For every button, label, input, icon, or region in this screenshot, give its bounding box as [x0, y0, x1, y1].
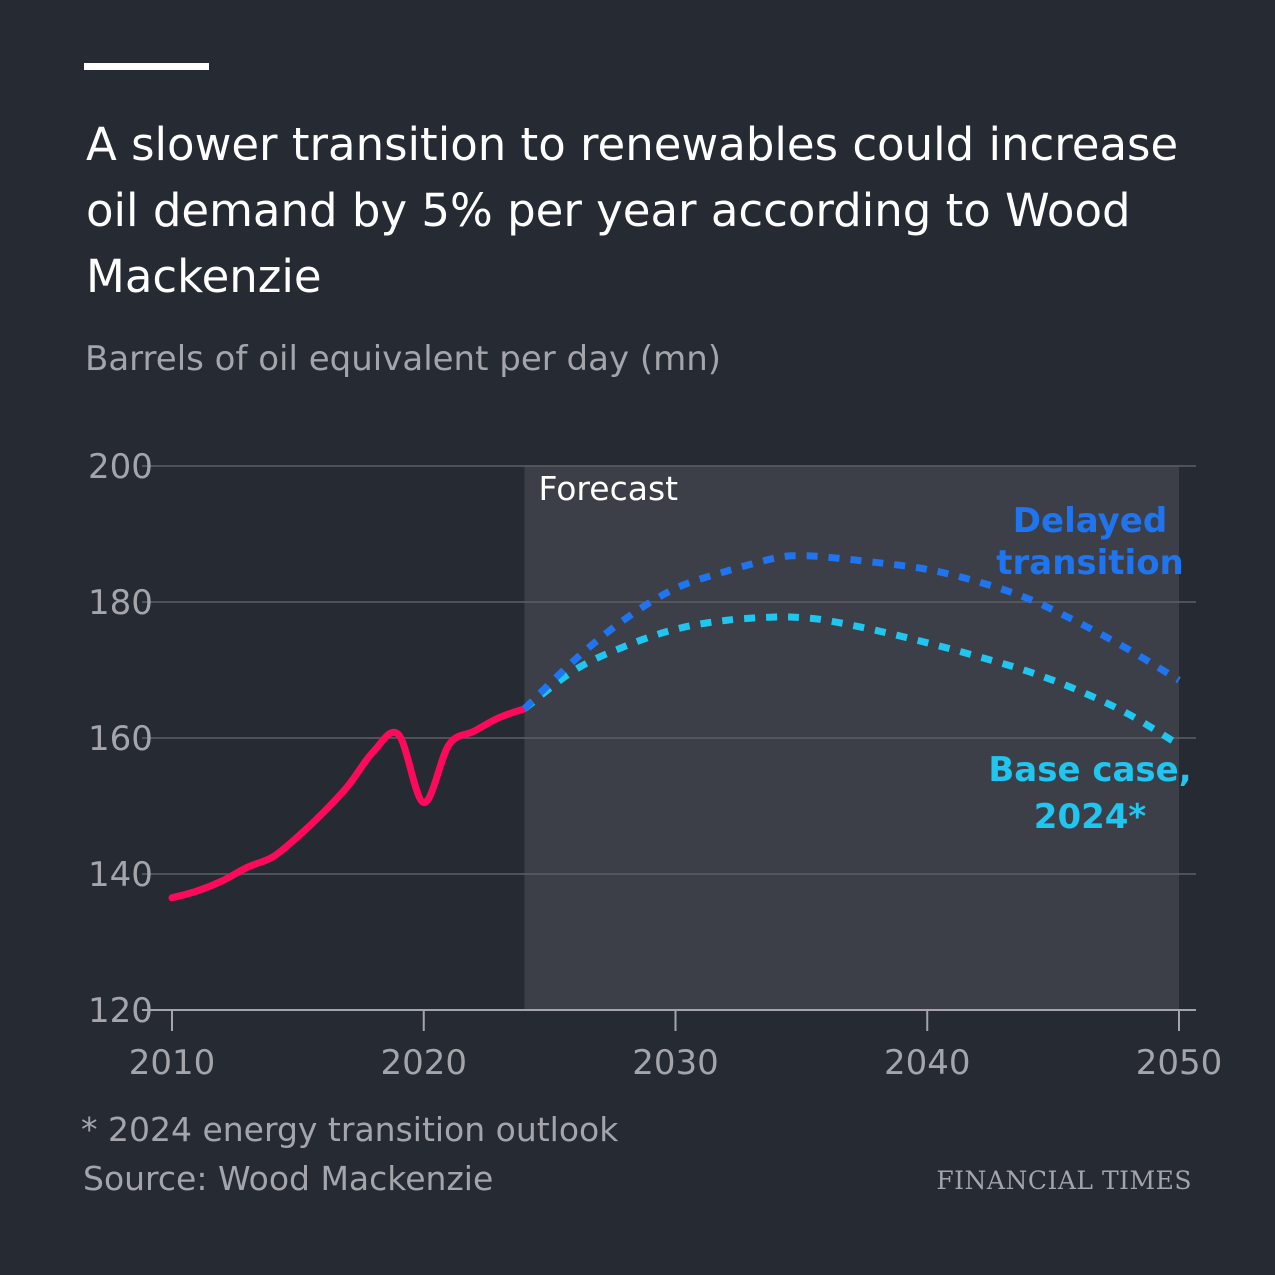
chart-title: A slower transition to renewables could … — [86, 118, 1179, 303]
base-case-series-line — [522, 613, 1181, 748]
x-tick-label: 2020 — [380, 1043, 467, 1083]
base-case-label: 2024* — [1034, 797, 1147, 837]
delayed-transition-series-line — [522, 552, 1181, 712]
historical-series-line — [168, 705, 528, 902]
source-note: Source: Wood Mackenzie — [83, 1159, 494, 1198]
delayed-transition-label: transition — [996, 543, 1184, 583]
publisher-logo: FINANCIAL TIMES — [936, 1166, 1192, 1195]
x-tick-label: 2010 — [129, 1043, 216, 1083]
x-tick-label: 2040 — [884, 1043, 971, 1083]
y-tick-label: 140 — [88, 855, 153, 895]
footnote: * 2024 energy transition outlook — [81, 1110, 619, 1149]
base-case-label: Base case, — [988, 750, 1191, 790]
forecast-label: Forecast — [538, 469, 678, 508]
y-tick-label: 200 — [88, 447, 153, 487]
y-tick-label: 160 — [88, 719, 153, 759]
delayed-transition-label: Delayed — [1013, 501, 1167, 541]
series-group — [168, 552, 1181, 902]
y-tick-label: 180 — [88, 583, 153, 623]
x-tick-label: 2050 — [1136, 1043, 1223, 1083]
chart-subtitle: Barrels of oil equivalent per day (mn) — [85, 339, 722, 379]
x-axis-ticks: 2010 2020 2030 2040 2050 — [129, 1010, 1223, 1083]
gridlines — [142, 465, 1196, 875]
accent-rule — [84, 63, 209, 70]
x-tick-label: 2030 — [632, 1043, 719, 1083]
